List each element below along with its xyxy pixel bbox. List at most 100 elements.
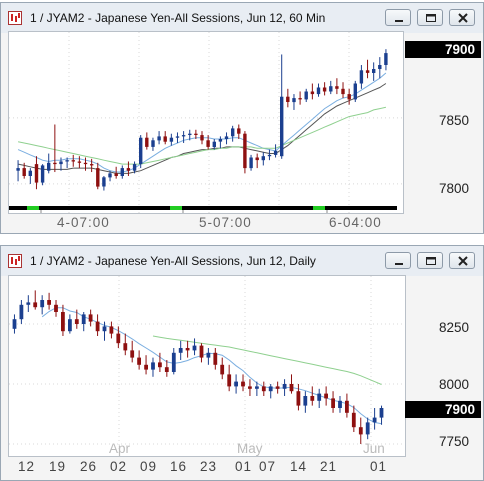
candle-body <box>212 141 216 147</box>
candle-body <box>144 364 148 370</box>
candle-body <box>213 352 218 365</box>
candle-body <box>224 136 229 139</box>
chart-window-60min: 1 / JYAM2 - Japanese Yen-All Sessions, J… <box>0 2 484 234</box>
title-bar[interactable]: 1 / JYAM2 - Japanese Yen-All Sessions, J… <box>1 246 483 276</box>
time-axis-label: 5-07:00 <box>199 215 252 230</box>
candle-body <box>261 156 265 161</box>
candle-body <box>218 139 223 142</box>
candle-body <box>34 164 39 183</box>
candle-body <box>47 300 51 305</box>
candle-body <box>108 173 112 178</box>
candle-body <box>365 422 370 435</box>
candle-body <box>255 386 259 389</box>
month-label: Apr <box>109 441 131 456</box>
candle-body <box>322 87 327 92</box>
candle-body <box>40 300 45 308</box>
candle-body <box>316 87 321 95</box>
candle-body <box>234 381 238 387</box>
candle-body <box>164 367 169 372</box>
candle-body <box>163 136 167 142</box>
candle-body <box>248 386 252 389</box>
candle-body <box>298 98 302 100</box>
candle-body <box>296 391 301 406</box>
candle-body <box>331 398 335 408</box>
candle-body <box>83 162 88 165</box>
candle-body <box>372 69 376 73</box>
candle-body <box>175 136 180 138</box>
restore-button[interactable] <box>417 252 443 269</box>
candle-body <box>280 96 284 157</box>
candlestick-chart[interactable] <box>9 32 403 213</box>
price-axis-label: 7750 <box>439 434 470 449</box>
date-label: 09 <box>140 459 158 474</box>
session-bar <box>9 206 397 210</box>
candle-body <box>171 352 176 372</box>
candle-body <box>345 400 349 413</box>
candle-body <box>74 319 79 324</box>
candle-body <box>116 333 121 344</box>
candle-body <box>33 302 38 308</box>
candle-body <box>341 88 345 95</box>
date-label: 01 <box>370 459 388 474</box>
candle-body <box>241 381 245 387</box>
restore-icon <box>426 257 436 265</box>
candle-body <box>220 364 225 375</box>
candle-body <box>255 157 259 161</box>
current-price-badge: 7900 <box>405 401 481 418</box>
moving-average-line <box>17 106 387 165</box>
price-plot[interactable] <box>8 31 404 214</box>
candle-body <box>289 384 294 392</box>
candle-body <box>268 386 273 392</box>
date-label: 07 <box>259 459 277 474</box>
price-axis-label: 8000 <box>439 377 470 392</box>
session-marker <box>313 206 325 210</box>
candle-body <box>59 161 63 165</box>
title-bar[interactable]: 1 / JYAM2 - Japanese Yen-All Sessions, J… <box>1 3 483 33</box>
date-label: 14 <box>290 459 308 474</box>
candle-body <box>194 133 198 135</box>
candle-body <box>22 168 26 176</box>
close-button[interactable] <box>449 252 475 269</box>
candle-body <box>123 343 128 351</box>
minimize-button[interactable] <box>385 252 411 269</box>
candle-body <box>188 133 192 135</box>
date-label: 02 <box>110 459 128 474</box>
candle-body <box>351 412 356 428</box>
price-axis-label: 7850 <box>439 113 470 128</box>
price-plot[interactable] <box>8 275 406 457</box>
candle-body <box>40 165 45 183</box>
moving-average-line <box>17 83 387 174</box>
candle-body <box>102 177 106 187</box>
candle-body <box>109 326 114 334</box>
candle-body <box>249 157 253 169</box>
candle-body <box>102 326 107 332</box>
minimize-button[interactable] <box>385 9 411 26</box>
candle-body <box>181 135 186 137</box>
candle-body <box>358 427 363 435</box>
candle-body <box>96 168 100 187</box>
candle-body <box>303 396 308 406</box>
candlestick-chart[interactable] <box>9 276 405 456</box>
candle-body <box>12 319 17 329</box>
close-button[interactable] <box>449 9 475 26</box>
restore-button[interactable] <box>417 9 443 26</box>
candle-body <box>329 86 333 92</box>
candle-body <box>77 161 82 163</box>
candle-body <box>71 160 75 162</box>
candle-body <box>120 168 124 176</box>
candle-body <box>310 91 315 95</box>
candle-body <box>324 393 328 399</box>
candle-body <box>16 168 20 171</box>
date-label: 21 <box>320 459 338 474</box>
candle-body <box>178 348 183 353</box>
price-axis-label: 8250 <box>439 320 470 335</box>
candle-body <box>90 164 94 166</box>
time-axis-label: 4-07:00 <box>57 215 110 230</box>
candle-body <box>53 162 57 165</box>
candle-body <box>151 140 155 147</box>
candle-body <box>61 312 65 332</box>
minimize-icon <box>395 20 403 22</box>
month-label: Jun <box>363 441 385 456</box>
candle-body <box>347 94 351 100</box>
candle-body <box>54 304 58 312</box>
